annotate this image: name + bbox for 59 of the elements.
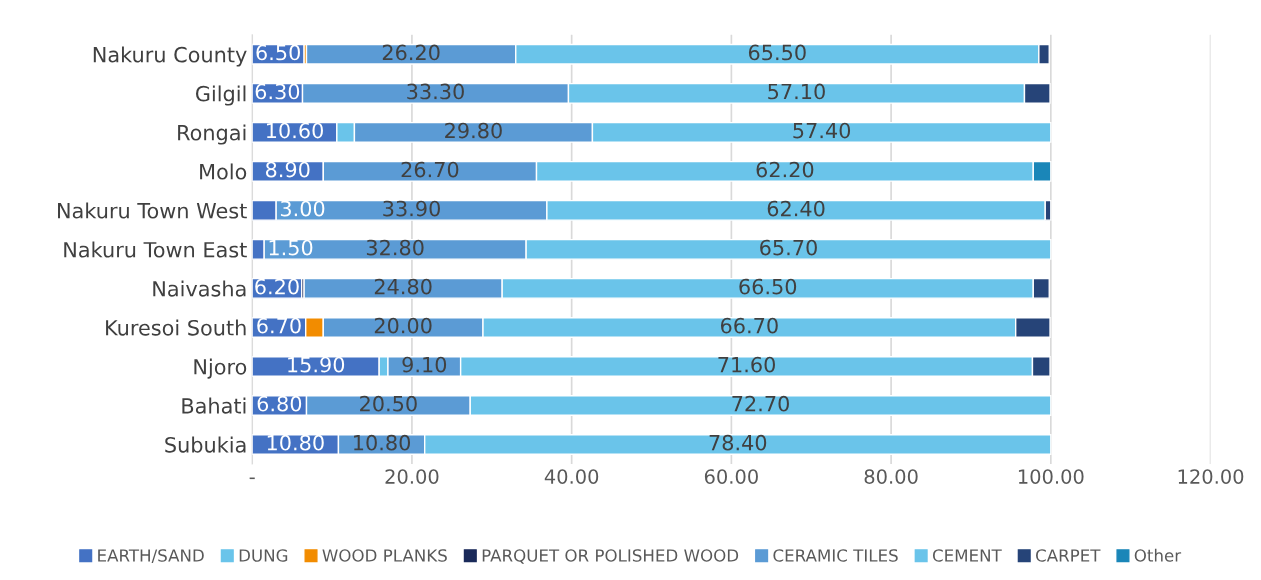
y-tick-label: Kuresoi South bbox=[106, 319, 246, 336]
x-tick-label: 20.00 bbox=[385, 469, 439, 484]
data-label: 78.40 bbox=[709, 434, 767, 451]
data-label: 33.90 bbox=[383, 200, 440, 217]
legend-label: Other bbox=[1134, 548, 1182, 562]
data-label: 6.20 bbox=[255, 278, 299, 295]
x-tick-label: 80.00 bbox=[864, 469, 918, 484]
data-label: 72.70 bbox=[732, 395, 789, 412]
data-label: 57.40 bbox=[793, 122, 851, 139]
data-label: 20.50 bbox=[360, 395, 417, 412]
legend-label: PARQUET OR POLISHED WOOD bbox=[482, 549, 739, 564]
data-label: 62.40 bbox=[767, 200, 825, 217]
y-tick-label: Nakuru Town East bbox=[64, 241, 247, 258]
data-label: 66.70 bbox=[720, 317, 778, 334]
data-label: 20.00 bbox=[374, 317, 432, 334]
y-tick-label: Nakuru County bbox=[93, 46, 247, 67]
y-tick-label: Naivasha bbox=[153, 280, 246, 297]
data-label: 33.30 bbox=[407, 83, 464, 100]
y-tick-label: Subukia bbox=[165, 436, 246, 453]
legend-label: CEMENT bbox=[932, 549, 1002, 562]
x-tick-label: 60.00 bbox=[704, 469, 758, 484]
data-label: 24.80 bbox=[374, 278, 432, 295]
y-tick-label: Nakuru Town West bbox=[58, 202, 247, 219]
legend-label: DUNG bbox=[239, 549, 288, 562]
data-label: 6.70 bbox=[257, 317, 301, 334]
legend-label: CERAMIC TILES bbox=[773, 549, 898, 562]
data-label: 6.80 bbox=[257, 395, 302, 412]
data-label: 3.00 bbox=[280, 200, 325, 217]
data-label: 32.80 bbox=[366, 239, 424, 256]
y-tick-label: Njoro bbox=[194, 358, 247, 379]
x-tick-label: - bbox=[249, 477, 255, 480]
data-label: 26.20 bbox=[382, 44, 440, 61]
data-label: 57.10 bbox=[768, 83, 825, 100]
data-label: 10.80 bbox=[354, 434, 411, 451]
y-tick-label: Rongai bbox=[178, 124, 246, 145]
legend-label: WOOD PLANKS bbox=[322, 549, 447, 562]
data-label: 66.50 bbox=[739, 278, 797, 295]
x-tick-label: 40.00 bbox=[544, 469, 599, 484]
y-tick-label: Gilgil bbox=[195, 85, 246, 106]
data-label: 10.80 bbox=[267, 434, 324, 451]
data-label: 10.60 bbox=[267, 122, 323, 139]
legend-label: CARPET bbox=[1036, 549, 1101, 562]
data-label: 8.90 bbox=[265, 161, 310, 178]
data-label: 6.50 bbox=[256, 44, 300, 61]
data-label: 1.50 bbox=[269, 239, 313, 256]
data-label: 71.60 bbox=[718, 356, 775, 373]
data-label: 9.10 bbox=[402, 356, 447, 373]
data-label: 29.80 bbox=[445, 122, 502, 139]
data-label: 65.70 bbox=[760, 239, 817, 256]
x-tick-label: 100.00 bbox=[1018, 469, 1084, 484]
data-label: 15.90 bbox=[288, 356, 345, 373]
y-tick-label: Molo bbox=[200, 163, 247, 180]
y-tick-label: Bahati bbox=[182, 397, 246, 414]
legend-label: EARTH/SAND bbox=[98, 549, 204, 564]
data-label: 62.20 bbox=[756, 161, 814, 178]
x-tick-label: 120.00 bbox=[1178, 469, 1244, 484]
data-label: 65.50 bbox=[748, 44, 806, 61]
data-label: 26.70 bbox=[401, 161, 459, 178]
data-label: 6.30 bbox=[255, 83, 300, 100]
